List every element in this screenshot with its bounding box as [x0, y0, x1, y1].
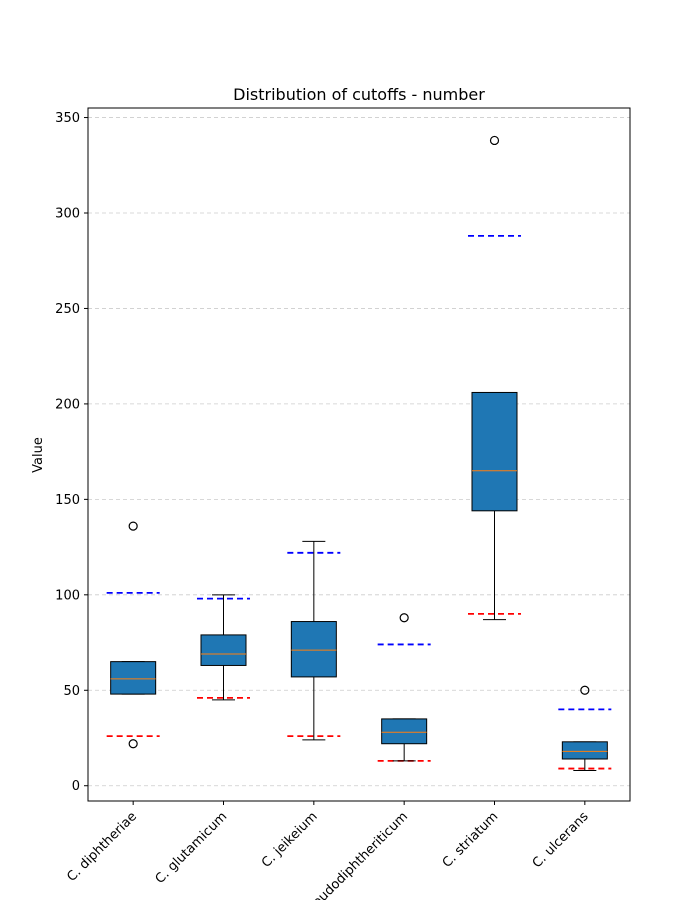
box-group: [381, 613, 428, 762]
x-tick-label: C. ulcerans: [530, 809, 592, 871]
chart-title: Distribution of cutoffs - number: [233, 85, 485, 104]
box-iqr: [381, 718, 428, 745]
y-tick-label: 300: [55, 207, 80, 222]
y-tick-label: 250: [55, 302, 80, 317]
y-axis-label: Value: [31, 437, 46, 473]
box-iqr: [290, 621, 337, 678]
x-tick-label: C. glutamicum: [153, 809, 231, 887]
outlier-point: [489, 135, 500, 146]
reference-lines: [106, 235, 612, 770]
box-group: [561, 685, 608, 771]
box-group: [290, 540, 337, 741]
box-group: [200, 594, 247, 701]
y-tick-label: 350: [55, 111, 80, 126]
y-tick-label: 150: [55, 493, 80, 508]
box-iqr: [110, 661, 157, 695]
outlier-point: [399, 613, 409, 623]
box-group: [471, 135, 518, 621]
box-iqr: [471, 391, 518, 512]
x-tick-label: C. striatum: [440, 809, 502, 871]
box-iqr: [561, 741, 608, 760]
box-iqr: [200, 634, 247, 666]
box-plots: [110, 135, 608, 771]
outlier-point: [580, 685, 590, 695]
outlier-point: [128, 521, 138, 531]
box-group: [110, 521, 157, 749]
outlier-point: [128, 739, 138, 749]
y-tick-label: 100: [55, 588, 80, 603]
grid-lines: [88, 117, 630, 787]
y-tick-label: 0: [72, 779, 80, 794]
axes: 0 50 100 150 200 250 300 350 C. diphtheriae C. gl…: [55, 107, 631, 900]
y-tick-label: 50: [63, 684, 80, 699]
y-tick-label: 200: [55, 397, 80, 412]
x-tick-label: C. jeikeium: [259, 809, 321, 871]
x-tick-label: C. diphtheriae: [64, 809, 140, 885]
plot-frame: [87, 107, 631, 802]
